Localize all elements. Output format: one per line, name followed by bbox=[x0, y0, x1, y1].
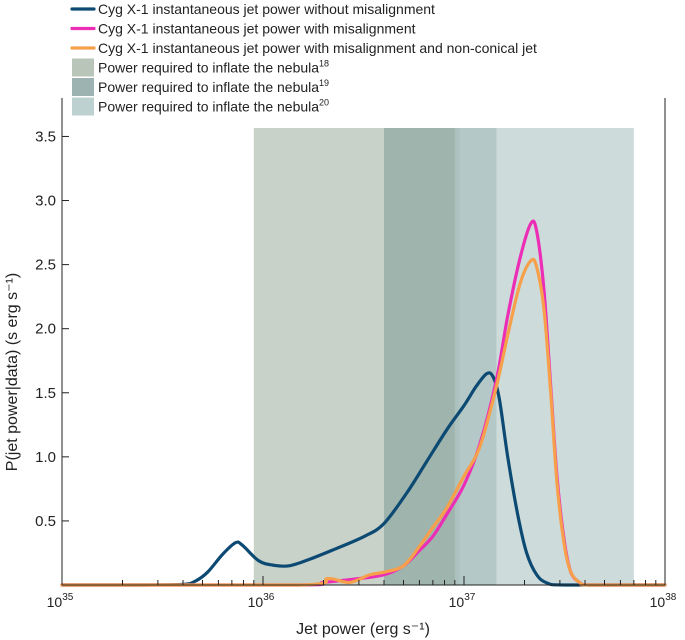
legend-label-1: Cyg X-1 instantaneous jet power without … bbox=[98, 1, 435, 17]
legend-swatch-18 bbox=[72, 58, 94, 77]
series-line-3 bbox=[60, 257, 667, 587]
x-tick-label: 1036 bbox=[248, 592, 275, 610]
series-layer bbox=[60, 219, 667, 587]
legend-label-band-18: Power required to inflate the nebula18 bbox=[98, 59, 329, 76]
axes-layer: 0.5 1.0 1.5 2.0 2.5 3.0 3.5 1035 1036 1037 1038 bbox=[35, 98, 677, 610]
y-axis-title: P(jet power|data) (s erg s⁻¹) bbox=[4, 273, 21, 471]
y-tick-label: 2.5 bbox=[35, 257, 56, 274]
y-tick-label: 1.0 bbox=[35, 449, 56, 466]
legend-label-2: Cyg X-1 instantaneous jet power with mis… bbox=[98, 21, 416, 37]
legend-label-band-19: Power required to inflate the nebula19 bbox=[98, 78, 329, 95]
bands-layer bbox=[253, 128, 634, 585]
legend-layer: Cyg X-1 instantaneous jet power without … bbox=[70, 1, 537, 116]
legend-label-band-20: Power required to inflate the nebula20 bbox=[98, 98, 329, 115]
y-tick-label: 3.5 bbox=[35, 128, 56, 145]
series-line-1 bbox=[60, 371, 667, 587]
x-tick-label: 1035 bbox=[47, 592, 74, 610]
x-axis-title: Jet power (erg s⁻¹) bbox=[296, 621, 430, 638]
legend-swatch-20 bbox=[72, 97, 94, 116]
x-tick-label: 1037 bbox=[449, 592, 476, 610]
y-tick-label: 2.0 bbox=[35, 321, 56, 338]
legend-swatch-19 bbox=[72, 78, 94, 96]
band-20 bbox=[454, 128, 634, 585]
y-tick-label: 3.0 bbox=[35, 193, 56, 210]
y-tick-label: 0.5 bbox=[35, 513, 56, 530]
x-tick-label: 1038 bbox=[650, 592, 677, 610]
legend-label-3: Cyg X-1 instantaneous jet power with mis… bbox=[98, 40, 537, 56]
y-tick-label: 1.5 bbox=[35, 385, 56, 402]
